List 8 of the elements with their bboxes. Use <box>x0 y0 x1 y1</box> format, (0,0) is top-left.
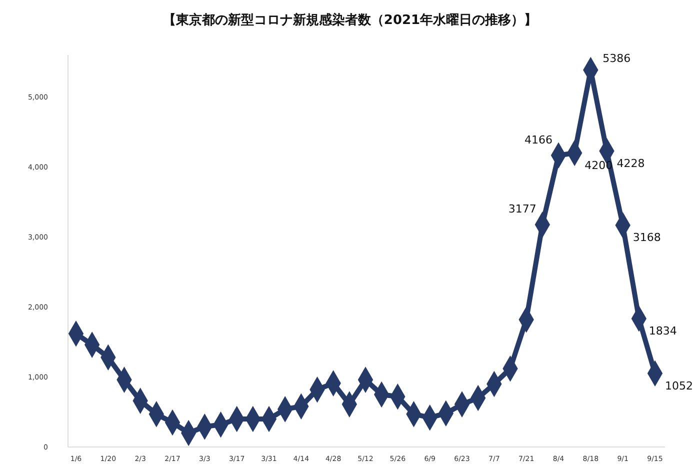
data-label: 4166 <box>524 133 552 146</box>
data-label: 1834 <box>648 324 677 338</box>
data-label: 1052 <box>665 379 693 392</box>
data-label: 3177 <box>508 202 536 216</box>
data-label: 3168 <box>632 231 661 244</box>
chart-title: 【東京都の新型コロナ新規感染者数（2021年水曜日の推移）】 <box>162 12 538 28</box>
data-label: 5386 <box>602 52 631 65</box>
data-label: 4228 <box>616 157 645 170</box>
